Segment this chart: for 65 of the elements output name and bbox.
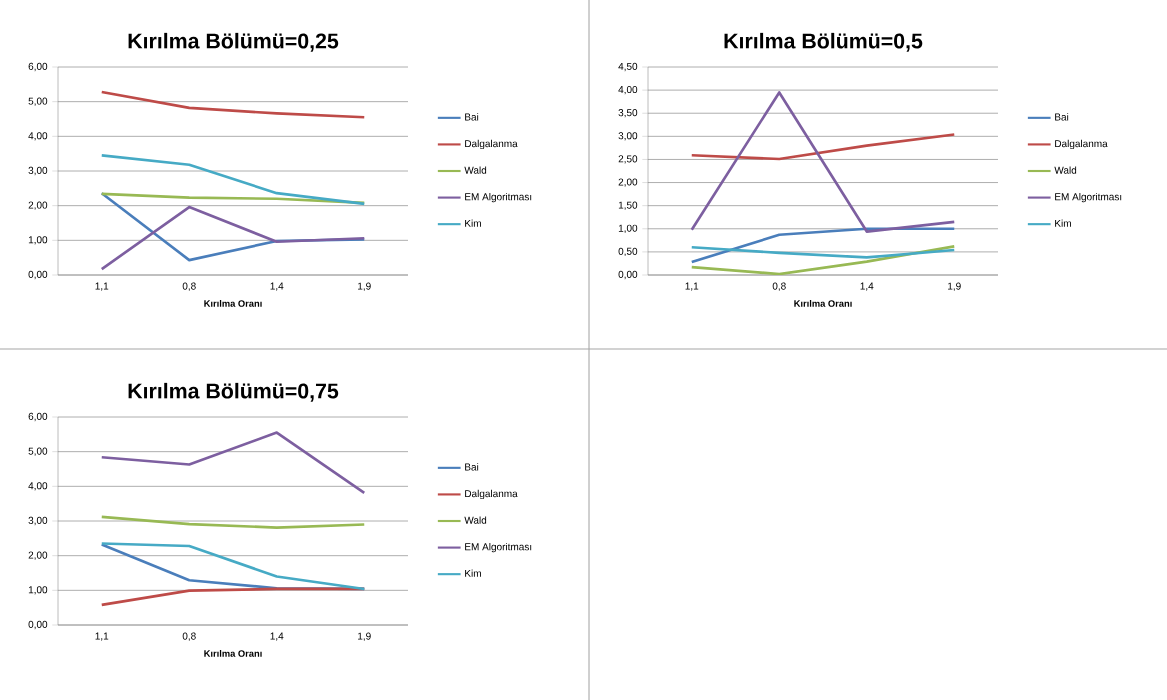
x-tick-label: 0,8 (182, 632, 196, 641)
y-tick-label: 1,00 (28, 236, 48, 245)
legend-label: Kim (465, 569, 481, 577)
x-tick-label: 1,4 (270, 282, 284, 291)
y-tick-label: 1,00 (618, 224, 638, 233)
line-series (100, 90, 366, 119)
legend-label: Wald (464, 166, 487, 174)
y-tick-label: 4,00 (618, 85, 638, 95)
legend-label: Dalgalanma (465, 489, 518, 500)
x-tick-label: 1,9 (948, 282, 961, 291)
x-tick-label: 0,8 (182, 282, 196, 291)
y-tick-label: 4,00 (28, 132, 48, 141)
x-tick-label: 1,4 (860, 282, 874, 291)
y-tick-label: 2,00 (28, 551, 48, 560)
legend-label: EM Algoritması (1055, 192, 1122, 203)
y-tick-label: 6,00 (28, 412, 48, 422)
x-tick-label: 1,1 (685, 282, 699, 291)
legend-label: Bai (465, 463, 479, 471)
line-series (690, 91, 956, 233)
y-tick-label: 0,00 (28, 270, 48, 280)
y-tick-label: 6,00 (28, 62, 48, 72)
x-tick-label: 1,1 (95, 632, 109, 641)
y-tick-label: 3,00 (28, 166, 48, 176)
y-tick-label: 1,50 (618, 201, 638, 210)
y-tick-label: 2,00 (28, 201, 48, 210)
line-series (100, 205, 366, 271)
x-axis-title: Kırılma Oranı (794, 299, 852, 307)
y-tick-label: 0,00 (618, 270, 638, 280)
chart-title: Kırılma Bölümü=0,75 (128, 382, 339, 402)
x-axis-title: Kırılma Oranı (204, 649, 262, 657)
legend-label: Dalgalanma (1055, 139, 1108, 150)
y-tick-label: 5,00 (28, 97, 48, 106)
legend-label: EM Algoritması (465, 192, 532, 203)
y-tick-label: 3,50 (618, 109, 638, 118)
line-series (100, 515, 366, 529)
y-tick-label: 2,00 (618, 178, 638, 187)
y-tick-label: 5,00 (28, 447, 48, 456)
x-tick-label: 1,1 (95, 282, 109, 291)
legend-label: Kim (465, 219, 481, 227)
chart-title: Kırılma Bölümü=0,25 (128, 32, 339, 52)
y-tick-label: 3,00 (618, 132, 638, 141)
legend-label: Bai (465, 113, 479, 121)
legend-label: Dalgalanma (465, 139, 518, 150)
y-tick-label: 2,50 (618, 155, 638, 164)
line-series (100, 431, 366, 495)
legend-label: Bai (1055, 113, 1069, 121)
legend-label: Wald (1054, 166, 1077, 174)
y-tick-label: 4,50 (618, 62, 638, 72)
line-series (690, 245, 956, 259)
line-series (100, 154, 366, 206)
legend-label: Kim (1055, 219, 1071, 227)
chart-title: Kırılma Bölümü=0,5 (724, 32, 923, 52)
y-tick-label: 4,00 (28, 482, 48, 491)
legend-label: EM Algoritması (465, 542, 532, 553)
y-tick-label: 0,50 (618, 247, 638, 257)
x-tick-label: 1,9 (358, 632, 371, 641)
legend-label: Wald (464, 516, 487, 524)
x-axis-title: Kırılma Oranı (204, 299, 262, 307)
x-tick-label: 1,9 (358, 282, 371, 291)
x-tick-label: 0,8 (772, 282, 786, 291)
y-tick-label: 0,00 (28, 620, 48, 630)
line-series (690, 133, 956, 161)
x-tick-label: 1,4 (270, 632, 284, 641)
y-tick-label: 3,00 (28, 516, 48, 526)
y-tick-label: 1,00 (28, 586, 48, 595)
